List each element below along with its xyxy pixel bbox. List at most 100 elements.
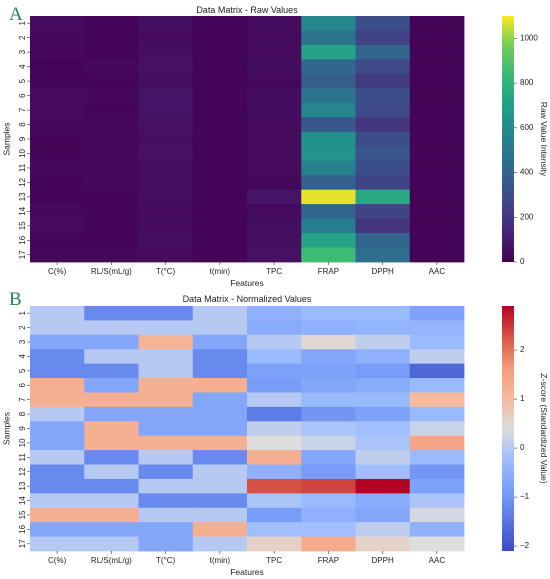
heatmap-cell: [84, 536, 139, 552]
heatmap-cell: [247, 334, 302, 350]
heatmap-cell: [138, 392, 194, 408]
heatmap-cell: [84, 117, 139, 133]
heatmap-cell: [247, 306, 302, 321]
heatmap-cell: [409, 522, 465, 537]
heatmap-cell: [247, 30, 302, 46]
heatmap-cell: [247, 175, 302, 191]
x-tick-label: AAC: [429, 267, 446, 276]
heatmap-cell: [84, 160, 139, 176]
heatmap-cell: [247, 435, 302, 451]
heatmap-cell: [409, 507, 465, 523]
heatmap-cell: [192, 117, 248, 133]
heatmap-cell: [138, 450, 194, 465]
heatmap-cell: [192, 392, 248, 408]
heatmap-cell: [355, 363, 411, 379]
y-tick-label: 8: [18, 122, 27, 127]
x-tick-label: DPPH: [372, 556, 394, 565]
heatmap-cell: [355, 493, 411, 509]
heatmap-cell: [355, 522, 411, 537]
colorbar-label: Z-score (Standardized Value): [539, 373, 549, 484]
heatmap-cell: [192, 363, 248, 379]
heatmap-cell: [138, 435, 194, 451]
heatmap-cell: [355, 320, 411, 336]
heatmap-cell: [301, 421, 356, 437]
heatmap-cell: [138, 160, 194, 176]
heatmap-cell: [192, 507, 248, 523]
heatmap-cell: [409, 392, 465, 408]
heatmap-cell: [355, 233, 411, 248]
heatmap-cell: [84, 175, 139, 191]
heatmap-cell: [301, 44, 356, 60]
colorbar: [502, 306, 514, 551]
heatmap-cell: [192, 44, 248, 60]
heatmap-cell: [247, 522, 302, 537]
heatmap-panel-b: B Data Matrix - Normalized Values12345678…: [1, 289, 549, 577]
heatmap-cell: [138, 363, 194, 379]
heatmap-cell: [355, 406, 411, 422]
heatmap-cell: [192, 464, 248, 480]
chart-title: Data Matrix - Raw Values: [196, 5, 298, 15]
y-tick-label: 7: [18, 397, 27, 402]
y-tick-label: 11: [18, 453, 27, 462]
colorbar-tick-label: −2: [520, 541, 530, 550]
x-axis-label: Features: [230, 567, 264, 577]
y-tick-label: 14: [18, 496, 27, 505]
heatmap-cell: [409, 160, 465, 176]
heatmap-cell: [192, 146, 248, 162]
heatmap-cell: [84, 146, 139, 162]
heatmap-cell: [355, 306, 411, 321]
heatmap-panel-a: A Data Matrix - Raw Values123456789101112…: [1, 4, 549, 288]
x-tick-label: T(°C): [156, 556, 176, 565]
heatmap-cell: [138, 378, 194, 393]
x-tick-label: AAC: [429, 556, 446, 565]
heatmap-cell: [247, 146, 302, 162]
heatmap-cell: [30, 522, 85, 537]
heatmap-cell: [30, 435, 85, 451]
heatmap-cell: [355, 218, 411, 234]
heatmap-cell: [301, 204, 356, 219]
heatmap-cell: [247, 233, 302, 248]
heatmap-cell: [301, 522, 356, 537]
heatmap-cell: [247, 131, 302, 147]
heatmap-cell: [138, 507, 194, 523]
heatmap-cell: [409, 536, 465, 552]
heatmap-cell: [301, 247, 356, 263]
heatmap-cell: [192, 16, 248, 31]
heatmap-cell: [84, 334, 139, 350]
colorbar-tick-label: 1000: [520, 33, 538, 42]
heatmap-cell: [409, 435, 465, 451]
heatmap-cell: [84, 363, 139, 379]
heatmap-cell: [84, 16, 139, 31]
heatmap-cell: [30, 478, 85, 494]
heatmap-cell: [247, 320, 302, 336]
heatmap-cell: [355, 175, 411, 191]
heatmap-cell: [409, 117, 465, 133]
heatmap-cell: [301, 218, 356, 234]
heatmap-cell: [301, 59, 356, 75]
heatmap-cell: [247, 16, 302, 31]
heatmap-cell: [247, 421, 302, 437]
x-tick-label: t(min): [210, 556, 231, 565]
heatmap-cell: [192, 160, 248, 176]
heatmap-cell: [409, 175, 465, 191]
heatmap-cell: [138, 204, 194, 219]
heatmap-cell: [301, 435, 356, 451]
heatmap-cell: [138, 102, 194, 118]
chart-title: Data Matrix - Normalized Values: [183, 294, 312, 304]
heatmap-cell: [247, 450, 302, 465]
y-tick-label: 2: [18, 35, 27, 40]
heatmap-cell: [84, 349, 139, 365]
x-tick-label: TPC: [266, 267, 282, 276]
heatmap-cell: [30, 450, 85, 465]
heatmap-cell: [409, 421, 465, 437]
heatmap-cell: [301, 131, 356, 147]
heatmap-cell: [192, 435, 248, 451]
heatmap-cell: [355, 30, 411, 46]
heatmap-cell: [30, 204, 85, 219]
heatmap-cell: [84, 189, 139, 205]
x-tick-label: TPC: [266, 556, 282, 565]
heatmap-cell: [355, 464, 411, 480]
heatmap-cell: [301, 160, 356, 176]
heatmap-cell: [192, 406, 248, 422]
heatmap-cell: [247, 88, 302, 104]
